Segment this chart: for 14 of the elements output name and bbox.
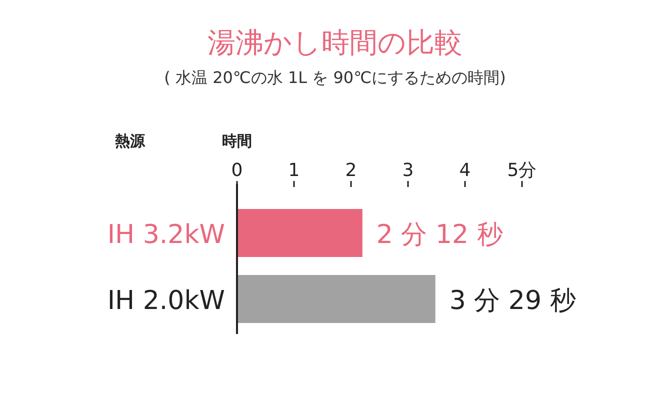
chart-subtitle: ( 水温 20℃の水 1L を 90℃にするための時間) xyxy=(164,68,506,87)
x-tick-label: 4 xyxy=(459,160,471,181)
x-axis-title: 時間 xyxy=(222,132,252,150)
x-tick-label: 2 xyxy=(345,160,357,181)
x-tick-label: 5分 xyxy=(507,160,537,181)
y-axis-title: 熱源 xyxy=(114,132,146,150)
y-tick-label: IH 3.2kW xyxy=(107,220,225,250)
x-tick-label: 3 xyxy=(402,160,414,181)
data-label: 2 分 12 秒 xyxy=(376,220,503,250)
data-label: 3 分 29 秒 xyxy=(449,286,576,316)
x-tick-label: 1 xyxy=(288,160,300,181)
chart-title: 湯沸かし時間の比較 xyxy=(208,26,462,59)
y-tick-label: IH 2.0kW xyxy=(107,286,225,316)
x-tick-label: 0 xyxy=(231,160,243,181)
